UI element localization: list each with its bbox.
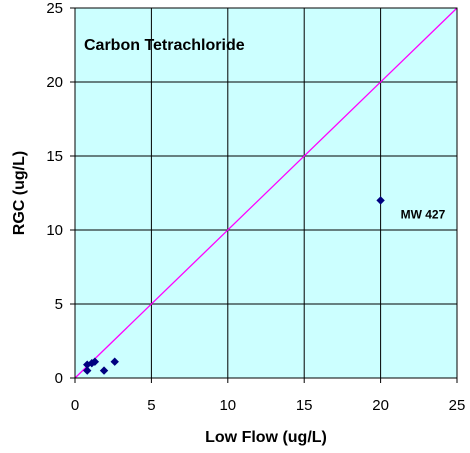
chart-title: Carbon Tetrachloride	[84, 37, 245, 54]
y-tick-label-20: 20	[46, 74, 63, 91]
y-tick-label-10: 10	[46, 222, 63, 239]
y-axis-title: RGC (ug/L)	[11, 151, 28, 235]
x-tick-label-25: 25	[449, 397, 466, 414]
x-tick-label-5: 5	[147, 397, 155, 414]
plot-border	[74, 7, 458, 379]
data-point	[87, 359, 97, 368]
y-tick-label-25: 25	[46, 0, 63, 17]
data-point	[376, 196, 385, 205]
y-tick-label-0: 0	[55, 370, 63, 387]
x-axis-title: Low Flow (ug/L)	[205, 429, 327, 446]
tick-labels: 0 5 10 15 20 25 0 5 10 15 20 25	[46, 0, 465, 414]
x-tick-label-10: 10	[219, 397, 236, 414]
data-point	[110, 357, 119, 366]
x-tick-label-0: 0	[71, 397, 79, 414]
grid-lines	[74, 7, 458, 379]
data-points: MW 427	[83, 196, 446, 375]
x-tick-label-20: 20	[372, 397, 389, 414]
x-tick-label-15: 15	[296, 397, 313, 414]
data-point	[83, 366, 92, 375]
reference-line-y-equals-x	[74, 7, 458, 379]
point-label: MW 427	[401, 207, 446, 221]
data-point	[99, 366, 109, 375]
data-point	[90, 357, 100, 366]
y-tick-label-5: 5	[55, 296, 63, 313]
y-tick-label-15: 15	[46, 148, 63, 165]
